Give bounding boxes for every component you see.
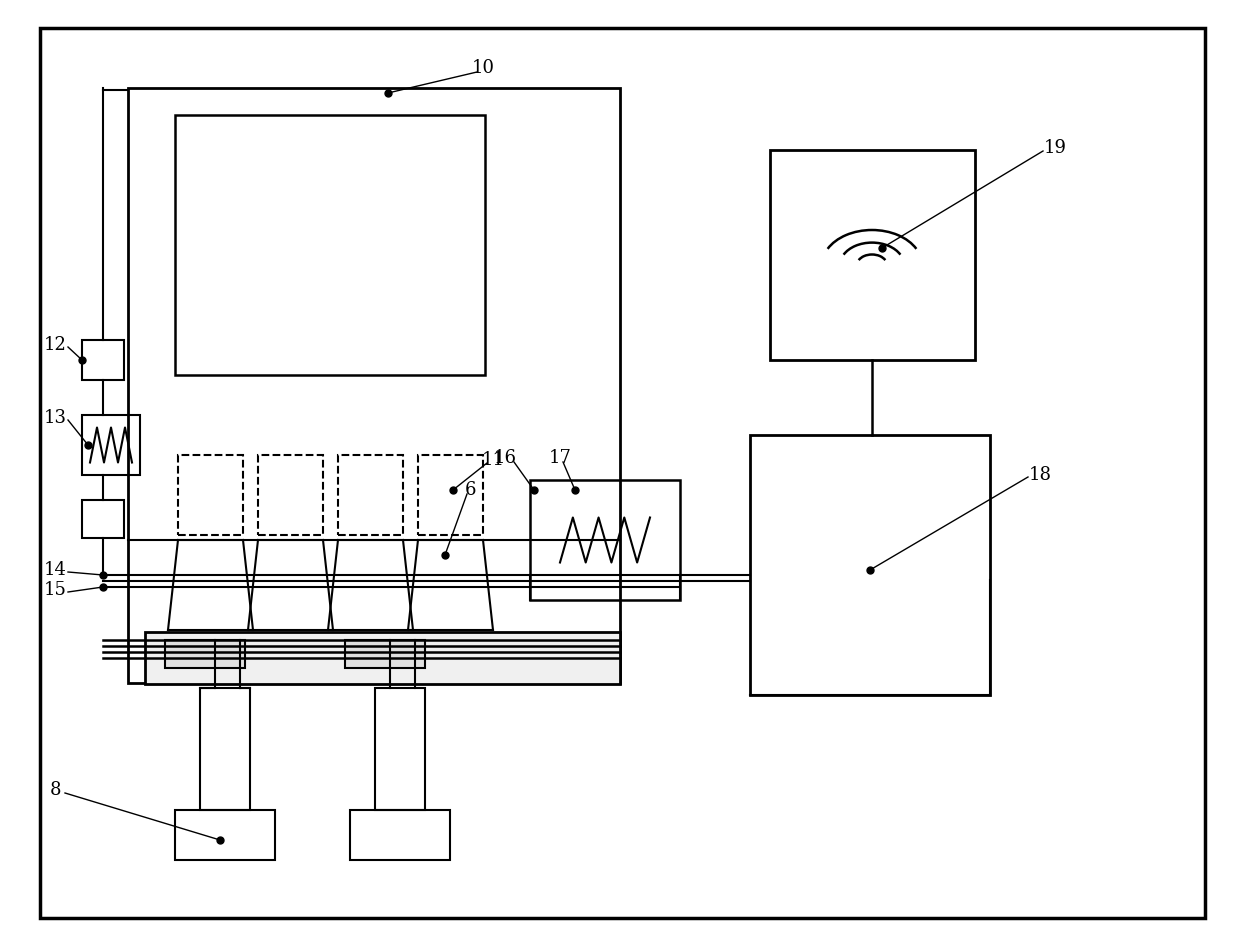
Bar bbox=[179, 455, 243, 535]
Bar bbox=[82, 340, 124, 380]
Text: 8: 8 bbox=[50, 781, 61, 799]
Text: 18: 18 bbox=[1028, 466, 1052, 484]
Text: 6: 6 bbox=[464, 481, 476, 499]
Bar bbox=[82, 415, 140, 475]
Text: 11: 11 bbox=[481, 451, 505, 469]
Text: 14: 14 bbox=[43, 561, 67, 579]
Text: 13: 13 bbox=[43, 409, 67, 427]
Text: 19: 19 bbox=[1044, 139, 1066, 157]
Text: 12: 12 bbox=[43, 336, 67, 354]
Bar bbox=[258, 455, 322, 535]
Bar bbox=[350, 810, 450, 860]
Bar bbox=[82, 500, 124, 538]
Bar bbox=[165, 640, 246, 668]
Bar bbox=[345, 640, 425, 668]
Bar bbox=[529, 480, 680, 600]
Text: 10: 10 bbox=[471, 59, 495, 77]
Bar bbox=[750, 435, 990, 695]
Bar bbox=[128, 88, 620, 683]
Bar bbox=[339, 455, 403, 535]
Bar bbox=[175, 115, 485, 375]
Bar bbox=[200, 688, 250, 810]
Bar bbox=[175, 810, 275, 860]
Bar bbox=[418, 455, 484, 535]
Text: 16: 16 bbox=[494, 449, 517, 467]
Text: 17: 17 bbox=[548, 449, 572, 467]
Bar bbox=[770, 150, 975, 360]
Text: 15: 15 bbox=[43, 581, 67, 599]
Bar bbox=[145, 632, 620, 684]
Bar bbox=[374, 688, 425, 810]
